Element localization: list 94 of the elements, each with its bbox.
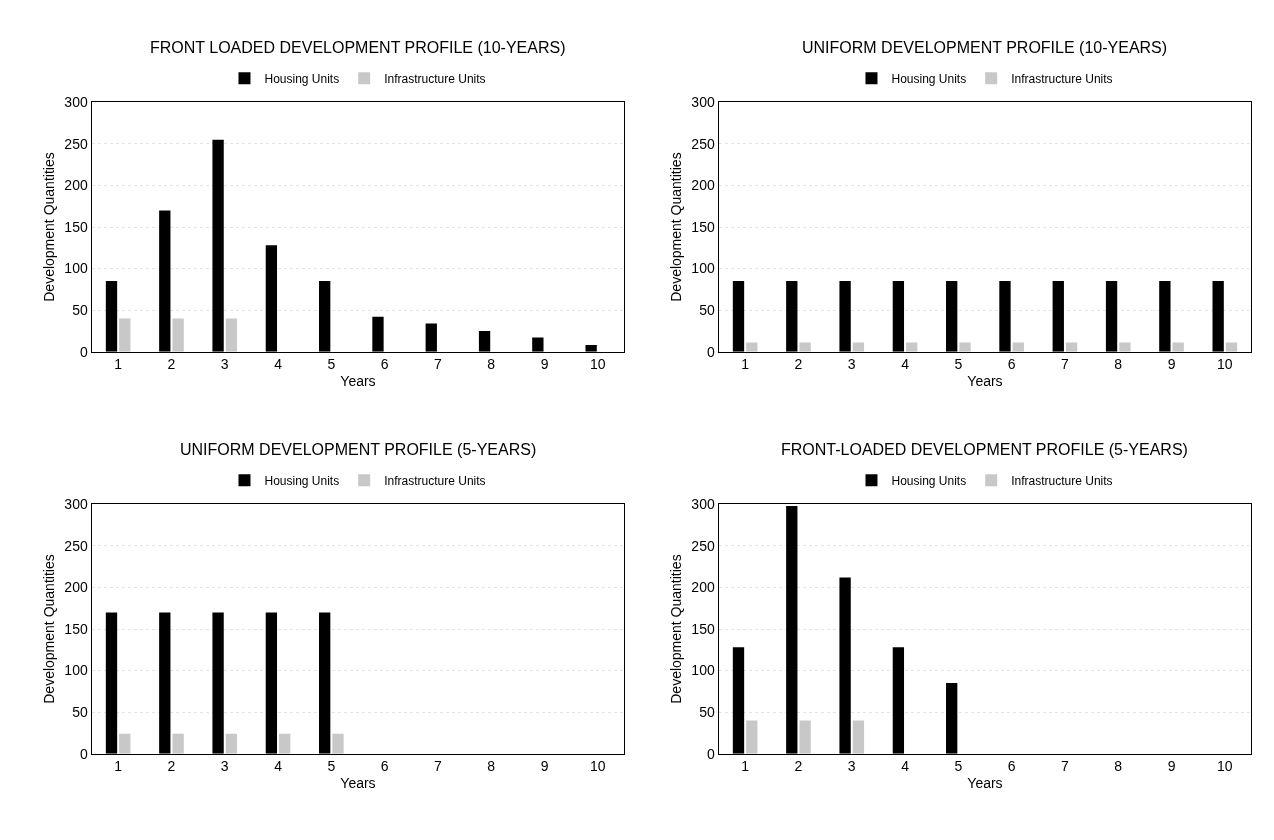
y-axis-title: Development Quantities: [40, 152, 57, 302]
x-tick-label: 6: [380, 758, 389, 775]
x-tick-label: 6: [380, 356, 389, 373]
y-tick-label: 50: [72, 704, 88, 721]
x-tick-label: 5: [327, 758, 336, 775]
bar: [172, 318, 184, 352]
y-tick-label: 150: [64, 218, 88, 235]
y-tick-label: 150: [691, 218, 715, 235]
y-tick-label: 150: [64, 620, 88, 637]
y-tick-label: 100: [64, 662, 88, 679]
x-tick-label: 10: [1217, 758, 1233, 775]
legend-label: Infrastructure Units: [1011, 71, 1113, 86]
x-tick-label: 8: [487, 758, 496, 775]
x-tick-label: 7: [1061, 758, 1070, 775]
y-tick-label: 300: [691, 94, 715, 111]
chart-title: FRONT-LOADED DEVELOPMENT PROFILE (5-YEARS): [781, 441, 1188, 458]
y-tick-label: 200: [691, 579, 715, 596]
y-axis-title: Development Quantities: [40, 554, 57, 704]
x-tick-label: 10: [590, 758, 606, 775]
y-tick-label: 50: [699, 704, 715, 721]
x-axis-title: Years: [967, 372, 1003, 389]
x-tick-label: 3: [220, 356, 229, 373]
x-tick-label: 9: [540, 356, 549, 373]
y-tick-label: 300: [64, 94, 88, 111]
legend-label: Housing Units: [891, 71, 967, 86]
y-tick-label: 250: [64, 537, 88, 554]
x-tick-label: 3: [220, 758, 229, 775]
x-tick-label: 5: [954, 758, 963, 775]
legend-label: Infrastructure Units: [384, 473, 486, 488]
legend-label: Housing Units: [891, 473, 967, 488]
x-tick-label: 5: [954, 356, 963, 373]
x-tick-label: 9: [540, 758, 549, 775]
y-tick-label: 100: [691, 662, 715, 679]
x-tick-label: 8: [487, 356, 496, 373]
legend-label: Infrastructure Units: [1011, 473, 1113, 488]
x-tick-label: 3: [847, 356, 856, 373]
x-tick-label: 7: [434, 758, 443, 775]
y-tick-label: 200: [64, 177, 88, 194]
x-tick-label: 4: [901, 758, 910, 775]
x-tick-label: 10: [1217, 356, 1233, 373]
x-tick-label: 4: [274, 356, 283, 373]
x-tick-label: 2: [794, 758, 803, 775]
x-tick-label: 7: [1061, 356, 1070, 373]
x-axis-title: Years: [340, 372, 376, 389]
chart-title: UNIFORM DEVELOPMENT PROFILE (10-YEARS): [802, 39, 1168, 56]
x-tick-label: 5: [327, 356, 336, 373]
bar: [746, 720, 758, 754]
y-tick-label: 0: [79, 745, 88, 762]
y-axis-title: Development Quantities: [667, 152, 684, 302]
y-tick-label: 300: [64, 496, 88, 513]
bar: [225, 318, 238, 352]
legend-label: Infrastructure Units: [384, 71, 486, 86]
x-tick-label: 1: [114, 758, 123, 775]
chart-title: UNIFORM DEVELOPMENT PROFILE (5-YEARS): [180, 441, 537, 458]
x-tick-label: 4: [274, 758, 283, 775]
x-tick-label: 10: [590, 356, 606, 373]
legend-label: Housing Units: [264, 71, 340, 86]
x-tick-label: 3: [847, 758, 856, 775]
y-tick-label: 300: [691, 496, 715, 513]
x-tick-label: 2: [167, 356, 176, 373]
y-tick-label: 200: [691, 177, 715, 194]
x-tick-label: 1: [741, 758, 750, 775]
x-tick-label: 7: [434, 356, 443, 373]
x-tick-label: 4: [901, 356, 910, 373]
x-tick-label: 9: [1167, 356, 1176, 373]
y-tick-label: 150: [691, 620, 715, 637]
x-tick-label: 8: [1114, 758, 1123, 775]
x-tick-label: 6: [1007, 356, 1016, 373]
x-axis-title: Years: [967, 774, 1003, 791]
chart-title: FRONT LOADED DEVELOPMENT PROFILE (10-YEARS): [150, 39, 566, 56]
y-tick-label: 250: [691, 135, 715, 152]
bar: [852, 720, 865, 754]
bar: [799, 720, 811, 754]
y-tick-label: 0: [79, 343, 88, 360]
x-tick-label: 1: [741, 356, 750, 373]
y-tick-label: 0: [706, 343, 715, 360]
y-tick-label: 100: [691, 260, 715, 277]
x-tick-label: 8: [1114, 356, 1123, 373]
y-axis-title: Development Quantities: [667, 554, 684, 704]
x-tick-label: 6: [1007, 758, 1016, 775]
x-tick-label: 2: [167, 758, 176, 775]
y-tick-label: 50: [699, 302, 715, 319]
x-tick-label: 2: [794, 356, 803, 373]
y-tick-label: 250: [691, 537, 715, 554]
y-tick-label: 50: [72, 302, 88, 319]
x-axis-title: Years: [340, 774, 376, 791]
x-tick-label: 1: [114, 356, 123, 373]
x-tick-label: 9: [1167, 758, 1176, 775]
y-tick-label: 250: [64, 135, 88, 152]
legend-label: Housing Units: [264, 473, 340, 488]
y-tick-label: 100: [64, 260, 88, 277]
y-tick-label: 200: [64, 579, 88, 596]
y-tick-label: 0: [706, 745, 715, 762]
bar: [119, 318, 131, 352]
